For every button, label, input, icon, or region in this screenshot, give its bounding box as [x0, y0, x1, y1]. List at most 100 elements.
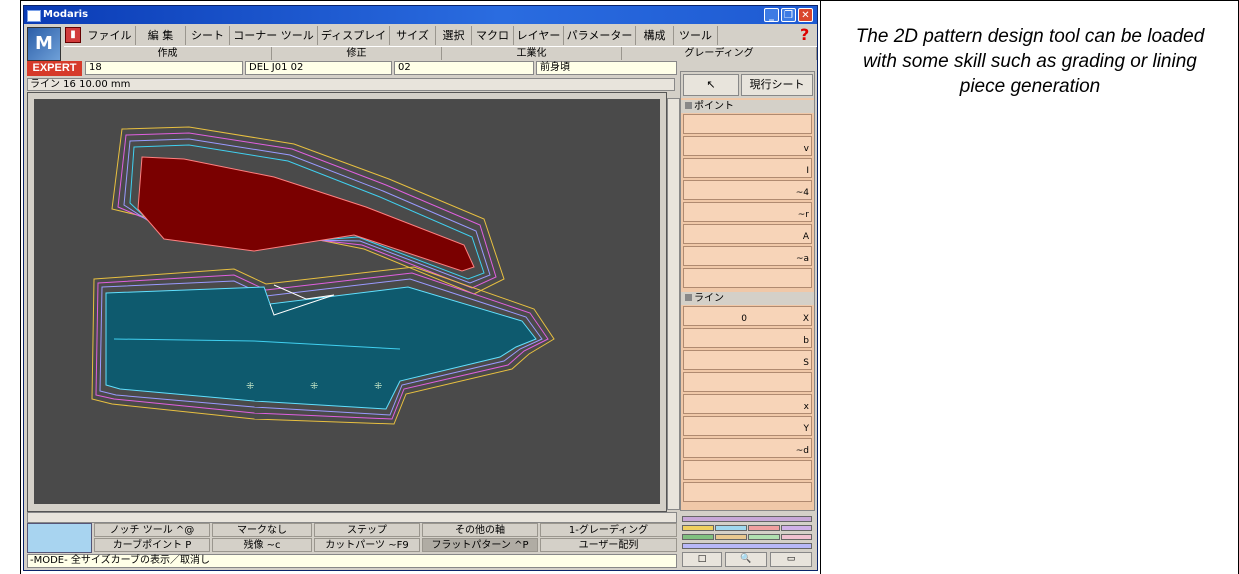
- menu-macro[interactable]: マクロ: [472, 26, 514, 45]
- current-sheet-button[interactable]: 現行シート: [741, 74, 813, 96]
- bottom-tool-bar: ノッチ ツール ^@ マークなし ステップ その他の軸 1-グレーディング カー…: [27, 523, 677, 553]
- zoom-window-icon[interactable]: □: [682, 552, 722, 567]
- tool-line-2[interactable]: b: [683, 328, 812, 348]
- tool-line-6[interactable]: Y: [683, 416, 812, 436]
- group-industrialize[interactable]: 工業化: [442, 47, 622, 60]
- caption-text: The 2D pattern design tool can be loaded…: [855, 26, 1205, 97]
- menu-edit[interactable]: 編 集: [136, 26, 186, 45]
- notch-tool-icon[interactable]: [27, 523, 92, 553]
- btn-key: P: [185, 540, 192, 551]
- upper-pattern-piece: [111, 126, 505, 295]
- status-bar: -MODE- 全サイズカーブの表示／取消し: [27, 554, 677, 568]
- group-create[interactable]: 作成: [64, 47, 272, 60]
- canvas-vertical-scrollbar[interactable]: [667, 98, 680, 510]
- tool-line-4[interactable]: [683, 372, 812, 392]
- size-swatch-6[interactable]: [715, 534, 747, 540]
- close-icon[interactable]: ✕: [798, 8, 813, 22]
- tool-line-9[interactable]: [683, 482, 812, 502]
- btn-no-mark[interactable]: マークなし: [212, 523, 312, 537]
- pattern-canvas[interactable]: ⁜ ⁜ ⁜: [34, 99, 660, 504]
- svg-text:⁜: ⁜: [374, 381, 382, 392]
- tool-line-3[interactable]: S: [683, 350, 812, 370]
- tool-point-4[interactable]: ~4: [683, 180, 812, 200]
- size-swatch-3[interactable]: [748, 525, 780, 531]
- btn-cut-parts[interactable]: カットパーツ ~F9: [314, 538, 420, 552]
- tool-key: ~4: [795, 188, 809, 198]
- tool-point-2[interactable]: v: [683, 136, 812, 156]
- tool-point-6[interactable]: A: [683, 224, 812, 244]
- menu-display[interactable]: ディスプレイ: [318, 26, 390, 45]
- size-swatch-2[interactable]: [715, 525, 747, 531]
- menu-file[interactable]: ファイル: [84, 26, 136, 45]
- size-swatch-7[interactable]: [748, 534, 780, 540]
- btn-label: ユーザー配列: [578, 540, 639, 551]
- tool-key: ~a: [795, 254, 809, 264]
- zoom-icon[interactable]: 🔍: [725, 552, 767, 567]
- pointer-icon[interactable]: ↖: [683, 74, 739, 96]
- size-swatch-8[interactable]: [781, 534, 812, 540]
- title-bar[interactable]: Modaris _ ❐ ✕: [24, 6, 817, 24]
- menu-layer[interactable]: レイヤー: [514, 26, 564, 45]
- group-modify[interactable]: 修正: [272, 47, 442, 60]
- canvas-horizontal-scrollbar[interactable]: [27, 512, 677, 523]
- menu-config[interactable]: 構成: [636, 26, 674, 45]
- size-swatch-5[interactable]: [682, 534, 714, 540]
- tool-line-8[interactable]: [683, 460, 812, 480]
- tool-point-8[interactable]: [683, 268, 812, 288]
- menu-tools[interactable]: ツール: [674, 26, 718, 45]
- btn-label: マークなし: [237, 525, 287, 536]
- btn-afterimage[interactable]: 残像 ~c: [212, 538, 312, 552]
- screenshot-cell: [20, 0, 821, 574]
- book-icon[interactable]: ▮: [65, 27, 81, 43]
- menu-corner-tool[interactable]: コーナー ツール: [230, 26, 318, 45]
- tool-group-row: 作成 修正 工業化 グレーディング: [64, 46, 817, 60]
- tool-point-7[interactable]: ~a: [683, 246, 812, 266]
- menu-select[interactable]: 選択: [436, 26, 472, 45]
- btn-1-grading[interactable]: 1-グレーディング: [540, 523, 677, 537]
- btn-flat-pattern[interactable]: フラットパターン ^P: [422, 538, 538, 552]
- btn-curve-point[interactable]: カーブポイント P: [94, 538, 210, 552]
- section-point-square: [685, 102, 692, 109]
- section-point-label: ポイント: [694, 101, 734, 112]
- menu-size[interactable]: サイズ: [390, 26, 436, 45]
- tool-line-5[interactable]: x: [683, 394, 812, 414]
- fit-window-icon[interactable]: ▭: [770, 552, 812, 567]
- help-icon[interactable]: ?: [800, 25, 810, 44]
- tool-key: I: [806, 166, 809, 176]
- size-color-panel: □ 🔍 ▭: [680, 512, 815, 568]
- tool-key: b: [803, 336, 809, 346]
- btn-label: 1-グレーディング: [568, 525, 649, 536]
- tool-key: A: [802, 232, 809, 242]
- tool-line-7[interactable]: ~d: [683, 438, 812, 458]
- tool-key: ~r: [797, 210, 809, 220]
- tool-point-5[interactable]: ~r: [683, 202, 812, 222]
- size-swatch-bar: [682, 543, 812, 549]
- tool-point-3[interactable]: I: [683, 158, 812, 178]
- btn-step[interactable]: ステップ: [314, 523, 420, 537]
- minimize-icon[interactable]: _: [764, 8, 779, 22]
- menu-sheet[interactable]: シート: [186, 26, 230, 45]
- modaris-logo: M: [27, 27, 61, 61]
- btn-key: ^@: [175, 525, 195, 536]
- piece-name-field: 前身頃: [536, 61, 677, 75]
- app-icon: [27, 10, 41, 22]
- section-line-header: ライン: [681, 292, 814, 305]
- restore-icon[interactable]: ❐: [781, 8, 796, 22]
- size-swatch-row: [682, 516, 812, 522]
- menu-parameter[interactable]: パラメーター: [564, 26, 636, 45]
- btn-user-layout[interactable]: ユーザー配列: [540, 538, 677, 552]
- btn-notch-tool[interactable]: ノッチ ツール ^@: [94, 523, 210, 537]
- btn-other-axis[interactable]: その他の軸: [422, 523, 538, 537]
- tool-key: X: [802, 314, 809, 324]
- btn-label: カットパーツ: [325, 540, 386, 551]
- modaris-window: Modaris _ ❐ ✕ M ▮ ファイル 編 集 シート コーナー ツール …: [23, 5, 818, 571]
- grain-markers: ⁜ ⁜ ⁜: [246, 381, 382, 392]
- size-swatch-1[interactable]: [682, 525, 714, 531]
- group-grading[interactable]: グレーディング: [622, 47, 817, 60]
- size-swatch-4[interactable]: [781, 525, 812, 531]
- btn-key: ~F9: [388, 540, 409, 551]
- pattern-canvas-frame: ⁜ ⁜ ⁜: [27, 92, 667, 512]
- tool-point-1[interactable]: [683, 114, 812, 134]
